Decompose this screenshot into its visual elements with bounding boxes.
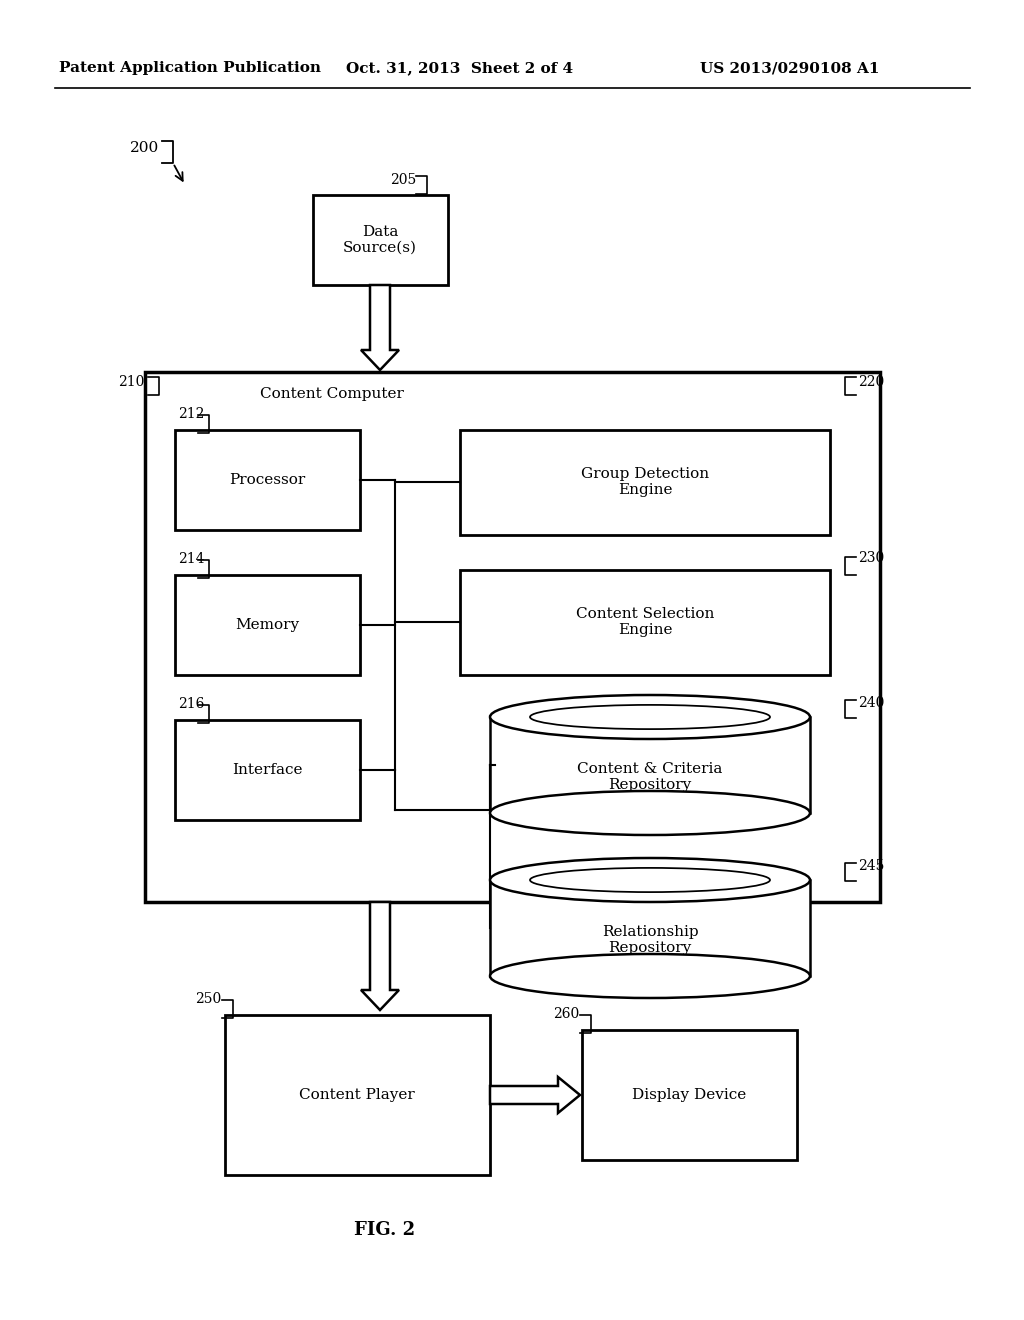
Text: Patent Application Publication: Patent Application Publication bbox=[59, 61, 321, 75]
Ellipse shape bbox=[490, 858, 810, 902]
Text: 230: 230 bbox=[858, 550, 885, 565]
Ellipse shape bbox=[530, 705, 770, 729]
Text: FIG. 2: FIG. 2 bbox=[354, 1221, 416, 1239]
Bar bbox=[225, 1015, 490, 1175]
Text: Content Selection
Engine: Content Selection Engine bbox=[575, 607, 714, 638]
Text: 216: 216 bbox=[178, 697, 205, 711]
Text: 250: 250 bbox=[195, 993, 221, 1006]
Text: Content Player: Content Player bbox=[299, 1088, 415, 1102]
Text: Display Device: Display Device bbox=[632, 1088, 746, 1102]
Text: Content & Criteria
Repository: Content & Criteria Repository bbox=[578, 762, 723, 792]
Text: Oct. 31, 2013  Sheet 2 of 4: Oct. 31, 2013 Sheet 2 of 4 bbox=[346, 61, 573, 75]
Ellipse shape bbox=[490, 954, 810, 998]
Text: Data
Source(s): Data Source(s) bbox=[343, 224, 417, 255]
Text: Relationship
Repository: Relationship Repository bbox=[602, 925, 698, 956]
Text: Processor: Processor bbox=[229, 473, 305, 487]
Text: 214: 214 bbox=[178, 552, 205, 566]
Text: Content Computer: Content Computer bbox=[260, 387, 403, 401]
Ellipse shape bbox=[490, 791, 810, 836]
Text: 205: 205 bbox=[390, 173, 416, 187]
Bar bbox=[582, 1030, 797, 1160]
Bar bbox=[490, 880, 810, 975]
Text: 260: 260 bbox=[553, 1007, 580, 1020]
Text: 240: 240 bbox=[858, 696, 885, 710]
Bar bbox=[460, 570, 830, 675]
Bar bbox=[460, 430, 830, 535]
Polygon shape bbox=[361, 902, 399, 1010]
Bar bbox=[175, 719, 360, 820]
Text: 200: 200 bbox=[130, 141, 160, 154]
Text: 210: 210 bbox=[118, 375, 144, 389]
Text: Group Detection
Engine: Group Detection Engine bbox=[581, 467, 709, 498]
Ellipse shape bbox=[530, 869, 770, 892]
Bar bbox=[490, 717, 810, 813]
Bar bbox=[313, 195, 449, 285]
Text: 220: 220 bbox=[858, 375, 885, 389]
Text: 245: 245 bbox=[858, 859, 885, 873]
Bar bbox=[145, 372, 880, 902]
Text: US 2013/0290108 A1: US 2013/0290108 A1 bbox=[700, 61, 880, 75]
Text: Interface: Interface bbox=[231, 763, 302, 777]
Bar bbox=[175, 430, 360, 531]
Ellipse shape bbox=[490, 696, 810, 739]
Polygon shape bbox=[361, 285, 399, 370]
Bar bbox=[175, 576, 360, 675]
Text: 212: 212 bbox=[178, 407, 205, 421]
Polygon shape bbox=[490, 1077, 580, 1113]
Text: Memory: Memory bbox=[234, 618, 299, 632]
